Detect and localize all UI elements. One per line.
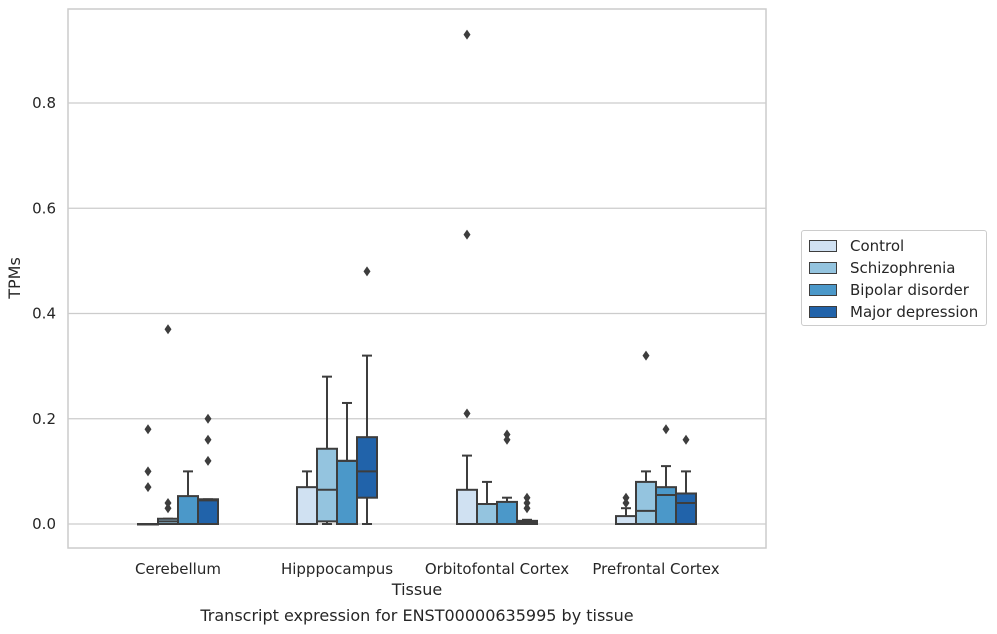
box-control — [296, 486, 318, 526]
box-major-depression — [356, 436, 378, 499]
outlier-point-major-depression — [682, 434, 690, 445]
outlier-point-control — [144, 466, 152, 477]
legend-swatch-major-depression — [809, 306, 837, 318]
x-tick-label: Hipppocampus — [281, 560, 393, 578]
y-tick-label: 0.6 — [32, 199, 56, 217]
outlier-point-control — [622, 497, 630, 508]
outlier-point-schizophrenia — [164, 503, 172, 514]
box-bipolar-disorder — [336, 459, 358, 526]
y-tick-label: 0.4 — [32, 305, 56, 323]
box-major-depression — [197, 498, 219, 525]
x-tick-label: Cerebellum — [135, 560, 221, 578]
legend-label-schizophrenia: Schizophrenia — [850, 259, 956, 277]
outlier-point-major-depression — [523, 497, 531, 508]
outlier-point-bipolar-disorder — [503, 434, 511, 445]
outlier-point-control — [463, 229, 471, 240]
box-bipolar-disorder — [655, 486, 677, 526]
y-tick-label: 0.2 — [32, 410, 56, 428]
legend-label-bipolar-disorder: Bipolar disorder — [850, 281, 969, 299]
outlier-point-control — [622, 492, 630, 503]
outlier-point-bipolar-disorder — [503, 429, 511, 440]
x-tick-label: Orbitofontal Cortex — [425, 560, 569, 578]
legend-swatch-control — [809, 240, 837, 252]
outlier-point-schizophrenia — [164, 497, 172, 508]
outlier-point-control — [463, 29, 471, 40]
box-major-depression — [675, 492, 697, 526]
box-bipolar-disorder — [177, 495, 199, 526]
legend-label-major-depression: Major depression — [850, 303, 979, 321]
box-control — [456, 488, 478, 526]
box-schizophrenia — [635, 480, 657, 525]
x-axis-label: Tissue — [391, 580, 442, 599]
outlier-point-major-depression — [204, 455, 212, 466]
legend-item-schizophrenia: Schizophrenia — [809, 259, 955, 277]
chart-legend: Control Schizophrenia Bipolar disorder M… — [801, 230, 987, 326]
chart-caption: Transcript expression for ENST0000063599… — [200, 606, 634, 625]
legend-item-major-depression: Major depression — [809, 303, 978, 321]
box-control — [615, 515, 637, 526]
legend-swatch-schizophrenia — [809, 262, 837, 274]
outlier-point-control — [463, 408, 471, 419]
outlier-point-bipolar-disorder — [662, 424, 670, 435]
plot-frame — [67, 8, 767, 549]
y-tick-label: 0.0 — [32, 515, 56, 533]
box-schizophrenia — [316, 447, 338, 523]
outlier-point-major-depression — [204, 413, 212, 424]
x-tick-label: Prefrontal Cortex — [592, 560, 719, 578]
box-bipolar-disorder — [496, 500, 518, 525]
y-tick-label: 0.8 — [32, 94, 56, 112]
legend-item-control: Control — [809, 237, 904, 255]
outlier-point-schizophrenia — [642, 350, 650, 361]
outlier-point-major-depression — [204, 434, 212, 445]
outlier-point-major-depression — [523, 492, 531, 503]
box-schizophrenia — [476, 503, 498, 526]
legend-swatch-bipolar-disorder — [809, 284, 837, 296]
legend-item-bipolar-disorder: Bipolar disorder — [809, 281, 969, 299]
outlier-point-control — [144, 424, 152, 435]
outlier-point-major-depression — [523, 503, 531, 514]
outlier-point-schizophrenia — [164, 324, 172, 335]
legend-label-control: Control — [850, 237, 905, 255]
outlier-point-major-depression — [363, 266, 371, 277]
y-axis-label: TPMs — [5, 257, 24, 300]
outlier-point-control — [144, 482, 152, 493]
